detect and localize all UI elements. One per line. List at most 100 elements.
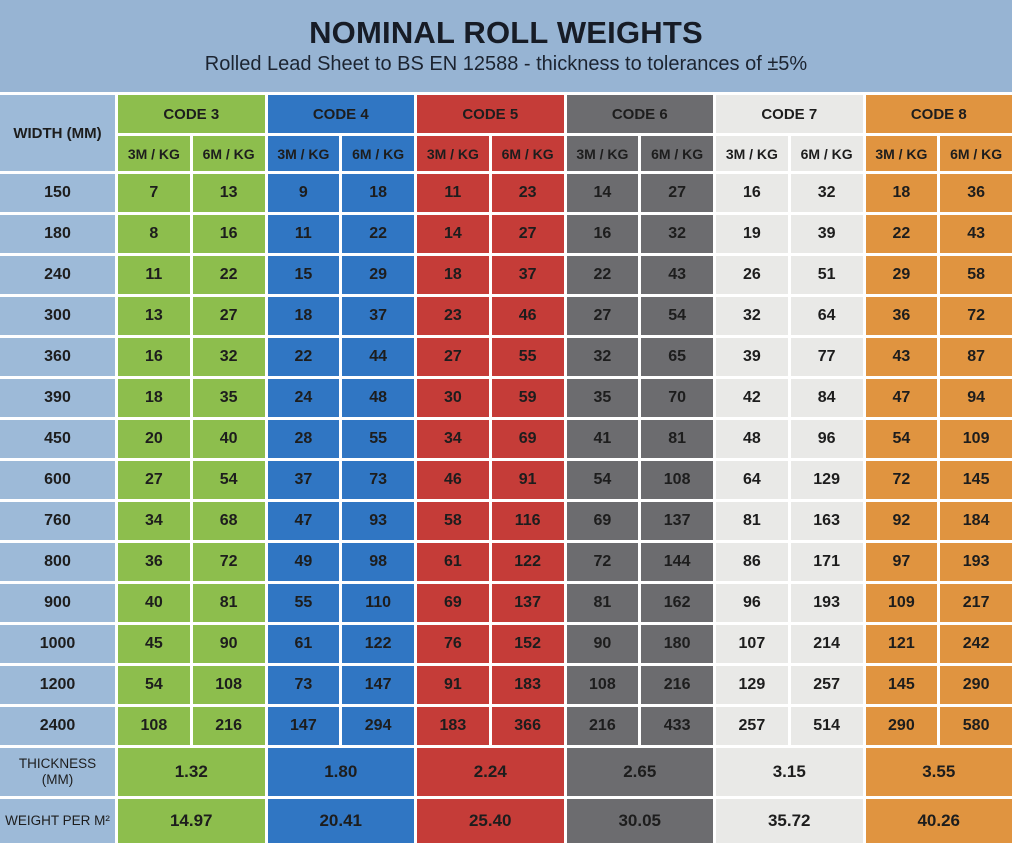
width-column-header: WIDTH (MM) [0, 95, 115, 171]
data-cell: 216 [567, 707, 639, 745]
data-cell: 49 [268, 543, 340, 581]
data-cell: 216 [193, 707, 265, 745]
data-cell: 43 [940, 215, 1012, 253]
thickness-cell: 2.24 [417, 748, 564, 796]
width-cell: 1000 [0, 625, 115, 663]
data-cell: 22 [193, 256, 265, 294]
data-cell: 122 [492, 543, 564, 581]
data-cell: 433 [641, 707, 713, 745]
data-cell: 145 [940, 461, 1012, 499]
data-cell: 27 [492, 215, 564, 253]
data-cell: 11 [417, 174, 489, 212]
data-cell: 27 [567, 297, 639, 335]
unit-header: 6M / KG [791, 136, 863, 171]
width-cell: 240 [0, 256, 115, 294]
weight-per-m2-cell: 30.05 [567, 799, 714, 843]
width-cell: 180 [0, 215, 115, 253]
data-cell: 13 [193, 174, 265, 212]
data-cell: 48 [716, 420, 788, 458]
data-cell: 55 [342, 420, 414, 458]
data-cell: 22 [866, 215, 938, 253]
code-header: CODE 3 [118, 95, 265, 133]
unit-header: 3M / KG [866, 136, 938, 171]
data-cell: 294 [342, 707, 414, 745]
data-cell: 37 [342, 297, 414, 335]
data-cell: 37 [492, 256, 564, 294]
data-cell: 54 [866, 420, 938, 458]
data-cell: 32 [567, 338, 639, 376]
data-cell: 8 [118, 215, 190, 253]
data-cell: 81 [641, 420, 713, 458]
thickness-cell: 3.55 [866, 748, 1012, 796]
data-cell: 9 [268, 174, 340, 212]
data-cell: 47 [866, 379, 938, 417]
data-cell: 144 [641, 543, 713, 581]
data-cell: 37 [268, 461, 340, 499]
data-cell: 64 [716, 461, 788, 499]
width-cell: 450 [0, 420, 115, 458]
width-cell: 600 [0, 461, 115, 499]
data-cell: 109 [866, 584, 938, 622]
data-cell: 27 [641, 174, 713, 212]
data-cell: 69 [417, 584, 489, 622]
data-cell: 580 [940, 707, 1012, 745]
data-cell: 72 [567, 543, 639, 581]
data-cell: 16 [193, 215, 265, 253]
data-cell: 366 [492, 707, 564, 745]
data-cell: 22 [567, 256, 639, 294]
data-cell: 93 [342, 502, 414, 540]
data-cell: 11 [268, 215, 340, 253]
data-cell: 137 [492, 584, 564, 622]
data-cell: 81 [567, 584, 639, 622]
code-header: CODE 5 [417, 95, 564, 133]
data-cell: 96 [791, 420, 863, 458]
data-cell: 183 [492, 666, 564, 704]
data-cell: 18 [342, 174, 414, 212]
data-cell: 147 [342, 666, 414, 704]
data-cell: 54 [567, 461, 639, 499]
unit-header: 3M / KG [567, 136, 639, 171]
width-cell: 1200 [0, 666, 115, 704]
data-cell: 98 [342, 543, 414, 581]
data-cell: 145 [866, 666, 938, 704]
data-cell: 77 [791, 338, 863, 376]
data-cell: 86 [716, 543, 788, 581]
data-cell: 90 [567, 625, 639, 663]
data-cell: 97 [866, 543, 938, 581]
data-cell: 91 [417, 666, 489, 704]
width-cell: 360 [0, 338, 115, 376]
data-cell: 193 [791, 584, 863, 622]
data-cell: 18 [118, 379, 190, 417]
data-cell: 108 [567, 666, 639, 704]
data-cell: 32 [641, 215, 713, 253]
data-cell: 137 [641, 502, 713, 540]
data-cell: 55 [492, 338, 564, 376]
data-cell: 61 [417, 543, 489, 581]
data-cell: 46 [417, 461, 489, 499]
data-cell: 18 [417, 256, 489, 294]
data-cell: 34 [118, 502, 190, 540]
data-cell: 34 [417, 420, 489, 458]
data-cell: 72 [866, 461, 938, 499]
width-cell: 390 [0, 379, 115, 417]
data-cell: 54 [118, 666, 190, 704]
data-cell: 81 [716, 502, 788, 540]
width-cell: 150 [0, 174, 115, 212]
data-cell: 14 [417, 215, 489, 253]
data-cell: 129 [791, 461, 863, 499]
data-cell: 76 [417, 625, 489, 663]
data-cell: 14 [567, 174, 639, 212]
data-cell: 217 [940, 584, 1012, 622]
code-header: CODE 6 [567, 95, 714, 133]
data-cell: 29 [342, 256, 414, 294]
data-cell: 18 [268, 297, 340, 335]
unit-header: 6M / KG [492, 136, 564, 171]
data-cell: 514 [791, 707, 863, 745]
width-cell: 300 [0, 297, 115, 335]
weight-per-m2-cell: 25.40 [417, 799, 564, 843]
